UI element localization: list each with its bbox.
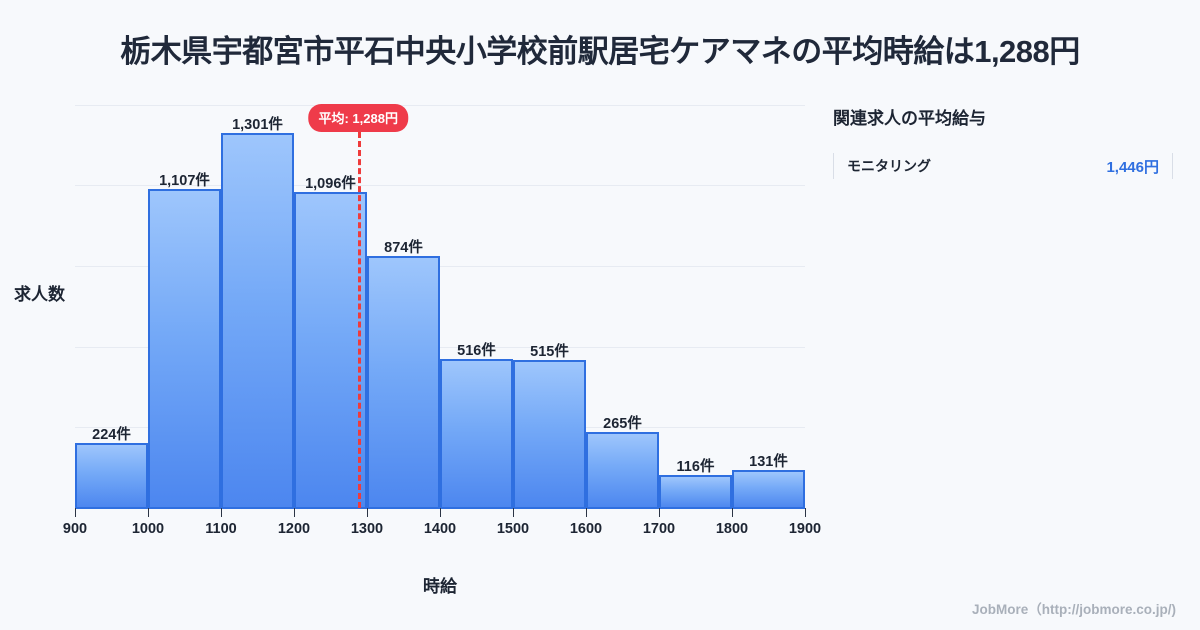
- histogram-bar[interactable]: [732, 470, 805, 508]
- x-axis-tick-label: 1600: [569, 521, 603, 537]
- x-axis-tick-label: 1300: [350, 521, 384, 537]
- histogram-bar[interactable]: [586, 431, 659, 508]
- bar-value-label: 116件: [676, 458, 715, 475]
- bar-value-label: 1,096件: [305, 176, 356, 193]
- histogram-bar[interactable]: [513, 359, 586, 508]
- x-axis-tick-label: 1800: [715, 521, 749, 537]
- gridline: [75, 346, 805, 348]
- x-axis-title: 時給: [423, 577, 457, 596]
- x-axis-tick: [148, 508, 149, 517]
- x-axis-tick-label: 1000: [131, 521, 165, 537]
- x-axis-tick-label: 1500: [496, 521, 530, 537]
- gridline: [75, 185, 805, 187]
- x-axis-tick-label: 1900: [788, 521, 822, 537]
- histogram-bar[interactable]: [148, 189, 221, 508]
- related-salary-panel: 関連求人の平均給与 モニタリング 1,446円: [833, 104, 1173, 179]
- bar-value-label: 265件: [603, 415, 642, 432]
- bar-value-label: 874件: [384, 240, 423, 257]
- related-salary-title: 関連求人の平均給与: [833, 109, 986, 128]
- gridline: [75, 104, 805, 106]
- x-axis-tick-label: 1100: [205, 521, 237, 537]
- salary-row: モニタリング 1,446円: [833, 153, 1173, 179]
- histogram-bar[interactable]: [367, 256, 440, 508]
- footer-credit: JobMore（http://jobmore.co.jp/): [972, 602, 1176, 617]
- x-axis-tick: [732, 508, 733, 517]
- x-axis-tick: [805, 508, 806, 517]
- x-axis-tick: [221, 508, 222, 517]
- x-axis-tick-label: 1700: [642, 521, 676, 537]
- average-line: [358, 132, 362, 508]
- salary-row-name: モニタリング: [847, 158, 931, 174]
- plot-area: 224件 1,107件 1,301件 1,096件 874件 516件 515件 265件 11…: [75, 99, 805, 508]
- page-title: 栃木県宇都宮市平石中央小学校前駅居宅ケアマネの平均時給は1,288円: [120, 34, 1080, 69]
- x-axis-tick: [367, 508, 368, 517]
- x-axis-tick: [294, 508, 295, 517]
- x-axis-tick: [513, 508, 514, 517]
- histogram-bar[interactable]: [294, 192, 367, 508]
- y-axis-title: 求人数: [14, 285, 65, 304]
- x-axis-tick: [440, 508, 441, 517]
- bar-value-label: 1,301件: [232, 117, 283, 134]
- average-badge: 平均: 1,288円: [308, 104, 408, 132]
- bar-value-label: 224件: [92, 427, 131, 444]
- bar-value-label: 1,107件: [159, 173, 210, 190]
- x-axis-tick: [75, 508, 76, 517]
- gridline: [75, 266, 805, 268]
- x-axis-tick-label: 1400: [423, 521, 457, 537]
- histogram-bar[interactable]: [659, 474, 732, 508]
- x-axis-tick-label: 1200: [277, 521, 311, 537]
- histogram-bar[interactable]: [440, 359, 513, 508]
- bar-value-label: 515件: [530, 343, 569, 360]
- x-axis-tick-label: 900: [62, 521, 88, 537]
- bar-value-label: 131件: [749, 454, 788, 471]
- related-salary-list: モニタリング 1,446円: [833, 153, 1173, 179]
- histogram-bar[interactable]: [75, 443, 148, 508]
- bar-value-label: 516件: [457, 343, 496, 360]
- x-axis-tick: [659, 508, 660, 517]
- histogram-bar[interactable]: [221, 133, 294, 508]
- salary-row-value: 1,446円: [1106, 158, 1159, 176]
- x-axis-tick: [586, 508, 587, 517]
